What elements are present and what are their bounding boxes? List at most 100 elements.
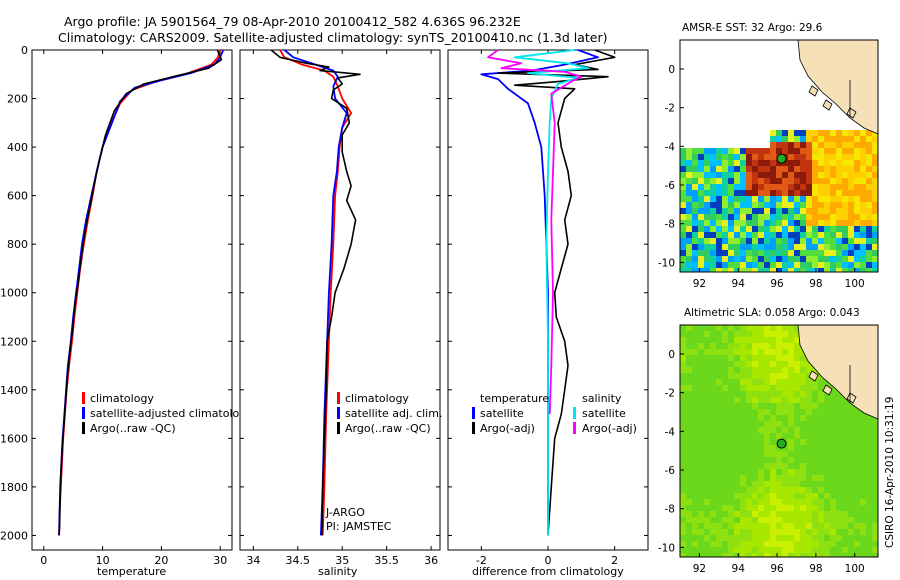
map-cell [806, 142, 812, 148]
map-cell [746, 445, 752, 451]
map-cell [680, 142, 686, 148]
map-cell [734, 52, 740, 58]
map-cell [872, 469, 878, 475]
map-cell [788, 385, 794, 391]
map-cell [782, 517, 788, 523]
map-cell [770, 136, 776, 142]
map-cell [794, 196, 800, 202]
map-cell [824, 553, 830, 557]
map-cell [728, 355, 734, 361]
map-cell [680, 553, 686, 557]
map-cell [704, 529, 710, 535]
map-cell [740, 511, 746, 517]
map-cell [860, 202, 866, 208]
map-cell [680, 547, 686, 553]
map-cell [818, 232, 824, 238]
map-cell [722, 541, 728, 547]
map-cell [782, 202, 788, 208]
map-cell [752, 355, 758, 361]
map-cell [866, 226, 872, 232]
map-cell [710, 136, 716, 142]
map-cell [746, 349, 752, 355]
map-cell [758, 112, 764, 118]
map-cell [782, 64, 788, 70]
map-cell [722, 475, 728, 481]
map-cell [704, 130, 710, 136]
map-cell [740, 487, 746, 493]
map-cell [680, 511, 686, 517]
map-cell [686, 535, 692, 541]
map-cell [794, 94, 800, 100]
map-cell [788, 52, 794, 58]
map-cell [770, 88, 776, 94]
map-cell [818, 427, 824, 433]
map-cell [812, 481, 818, 487]
map-cell [782, 196, 788, 202]
map-cell [752, 487, 758, 493]
map-cell [800, 262, 806, 268]
map-cell [758, 40, 764, 46]
map-cell [686, 505, 692, 511]
map-cell [812, 226, 818, 232]
map-cell [788, 244, 794, 250]
map-cell [800, 511, 806, 517]
map-cell [836, 262, 842, 268]
map-cell [746, 250, 752, 256]
map-cell [734, 517, 740, 523]
map-cell [782, 52, 788, 58]
map-cell [704, 439, 710, 445]
map-cell [740, 427, 746, 433]
map-cell [770, 415, 776, 421]
map-cell [680, 325, 686, 331]
map-cell [800, 385, 806, 391]
map-cell [860, 535, 866, 541]
map-cell [794, 70, 800, 76]
map-cell [788, 529, 794, 535]
map-cell [800, 118, 806, 124]
map-cell [758, 88, 764, 94]
map-cell [710, 529, 716, 535]
map-cell [710, 337, 716, 343]
map-cell [698, 244, 704, 250]
map-cell [842, 517, 848, 523]
map-cell [854, 214, 860, 220]
map-cell [776, 124, 782, 130]
map-cell [794, 160, 800, 166]
map-cell [734, 118, 740, 124]
map-cell [710, 214, 716, 220]
map-cell [830, 487, 836, 493]
map-cell [794, 166, 800, 172]
map-cell [770, 535, 776, 541]
map-cell [728, 172, 734, 178]
map-cell [740, 52, 746, 58]
map-cell [704, 208, 710, 214]
map-cell [716, 214, 722, 220]
map-cell [782, 46, 788, 52]
map-cell [716, 64, 722, 70]
map-cell [824, 541, 830, 547]
map-cell [812, 94, 818, 100]
map-cell [842, 178, 848, 184]
map-cell [758, 409, 764, 415]
map-cell [698, 124, 704, 130]
map-cell [836, 178, 842, 184]
map-cell [800, 541, 806, 547]
map-cell [764, 439, 770, 445]
map-cell [848, 232, 854, 238]
map-cell [704, 166, 710, 172]
map-cell [782, 355, 788, 361]
map-cell [800, 184, 806, 190]
map-cell [692, 517, 698, 523]
map-cell [848, 202, 854, 208]
map-cell [770, 148, 776, 154]
map-cell [758, 202, 764, 208]
map-cell [812, 154, 818, 160]
map-cell [716, 88, 722, 94]
map-cell [716, 355, 722, 361]
map-cell [704, 355, 710, 361]
map-cell [698, 70, 704, 76]
map-cell [866, 208, 872, 214]
map-cell [842, 220, 848, 226]
map-cell [812, 451, 818, 457]
map-cell [860, 553, 866, 557]
